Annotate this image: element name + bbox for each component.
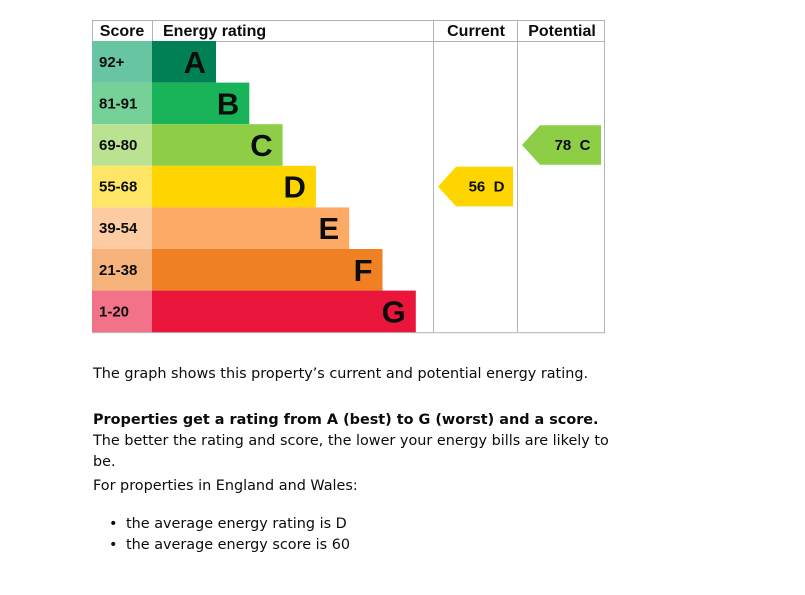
band-letter-b: B [217, 86, 239, 121]
score-cell-c [92, 124, 152, 166]
potential-rating-label: 78 C [555, 137, 591, 154]
score-cell-g [92, 290, 152, 333]
rating-pointers: 56 D 78 C [438, 125, 601, 207]
band-letter-f: F [354, 253, 373, 288]
bullet-icon: • [109, 516, 118, 532]
bullet-icon: • [109, 537, 118, 553]
list-item: • the average energy score is 60 [93, 535, 350, 556]
epc-chart: 92+ A81-91 B69-80 C55-68 D39-54 E21-38 F1-20 G … [92, 20, 605, 334]
score-range-f: 21-38 [99, 262, 137, 279]
band-letter-a: A [184, 45, 206, 80]
header-current: Current [447, 23, 505, 40]
score-cell-a [92, 41, 152, 83]
score-range-e: 39-54 [99, 220, 138, 237]
average-list: • the average energy rating is D • the ave… [93, 514, 350, 556]
score-cell-e [92, 207, 152, 249]
score-range-b: 81-91 [99, 95, 137, 112]
rating-explanation-rest: The better the rating and score, the low… [93, 433, 609, 470]
list-item: • the average energy rating is D [93, 514, 350, 535]
score-range-g: 1-20 [99, 303, 129, 320]
score-range-d: 55-68 [99, 179, 137, 196]
average-score-text: the average energy score is 60 [126, 537, 351, 553]
header-potential: Potential [528, 23, 596, 40]
band-bar-g [152, 290, 416, 333]
score-cell-d [92, 165, 152, 208]
current-rating-label: 56 D [469, 179, 505, 196]
header-energy-rating: Energy rating [163, 23, 266, 40]
band-bar-e [152, 207, 350, 249]
band-letter-g: G [382, 294, 406, 329]
band-bar-a [152, 41, 216, 83]
score-range-c: 69-80 [99, 137, 137, 154]
band-letter-d: D [284, 170, 306, 205]
average-rating-text: the average energy rating is D [126, 516, 347, 532]
rating-explanation-bold: Properties get a rating from A (best) to… [93, 412, 599, 428]
header-score: Score [100, 23, 145, 40]
potential-pointer [522, 125, 601, 165]
rating-bands: 92+ A 81-91 B 69-80 C 55-68 D 39-54 E 21-38 F 1-20 G [92, 41, 416, 333]
band-letter-e: E [319, 211, 340, 246]
score-range-a: 92+ [99, 54, 125, 71]
score-cell-b [92, 82, 152, 125]
current-pointer [438, 166, 513, 207]
band-bar-b [152, 82, 250, 125]
graph-description: The graph shows this property’s current … [93, 366, 589, 382]
region-note: For properties in England and Wales: [93, 478, 358, 494]
band-letter-c: C [250, 128, 272, 163]
band-bar-d [152, 165, 316, 208]
score-cell-f [92, 249, 152, 291]
band-bar-f [152, 249, 383, 291]
rating-explanation: Properties get a rating from A (best) to… [93, 410, 613, 473]
band-bar-c [152, 124, 283, 166]
